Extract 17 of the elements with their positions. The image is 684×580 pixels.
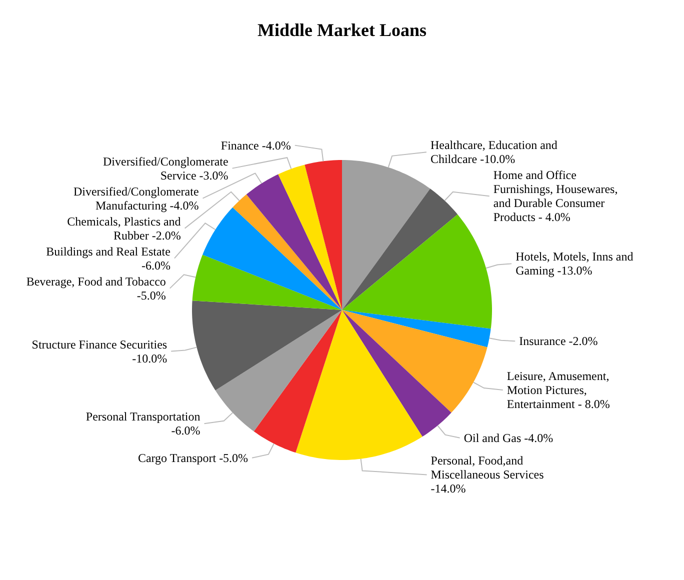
- slice-label: Home and Office Furnishings, Housewares, and Durable Consumer Products - 4.0%: [493, 168, 618, 224]
- slice-label: Diversified/Conglomerate Service -3.0%: [103, 154, 228, 182]
- slice-label: Structure Finance Securities -10.0%: [32, 337, 168, 366]
- slice-label: Diversified/Conglomerate Manufacturing -4.0%: [73, 184, 199, 212]
- slice-label: Oil and Gas -4.0%: [464, 430, 554, 445]
- slice-label: Personal Transportation -6.0%: [86, 410, 200, 438]
- slice-label: Beverage, Food and Tobacco -5.0%: [26, 274, 166, 302]
- slice-label: Chemicals, Plastics and Rubber -2.0%: [67, 214, 181, 242]
- slice-label: Insurance -2.0%: [519, 334, 598, 348]
- slice-label: Healthcare, Education and Childcare -10.0%: [430, 138, 558, 166]
- slice-label: Finance -4.0%: [220, 138, 291, 152]
- slice-label: Cargo Transport -5.0%: [138, 450, 248, 465]
- slice-label: Leisure, Amusement, Motion Pictures, Entertainment - 8.0%: [506, 368, 610, 411]
- slice-label: Personal, Food,and Miscellaneous Services -14.0%: [430, 454, 544, 496]
- slice-label: Buildings and Real Estate -6.0%: [46, 244, 170, 272]
- chart-title: Middle Market Loans: [258, 20, 426, 40]
- slice-label: Hotels, Motels, Inns and Gaming -13.0%: [516, 250, 634, 278]
